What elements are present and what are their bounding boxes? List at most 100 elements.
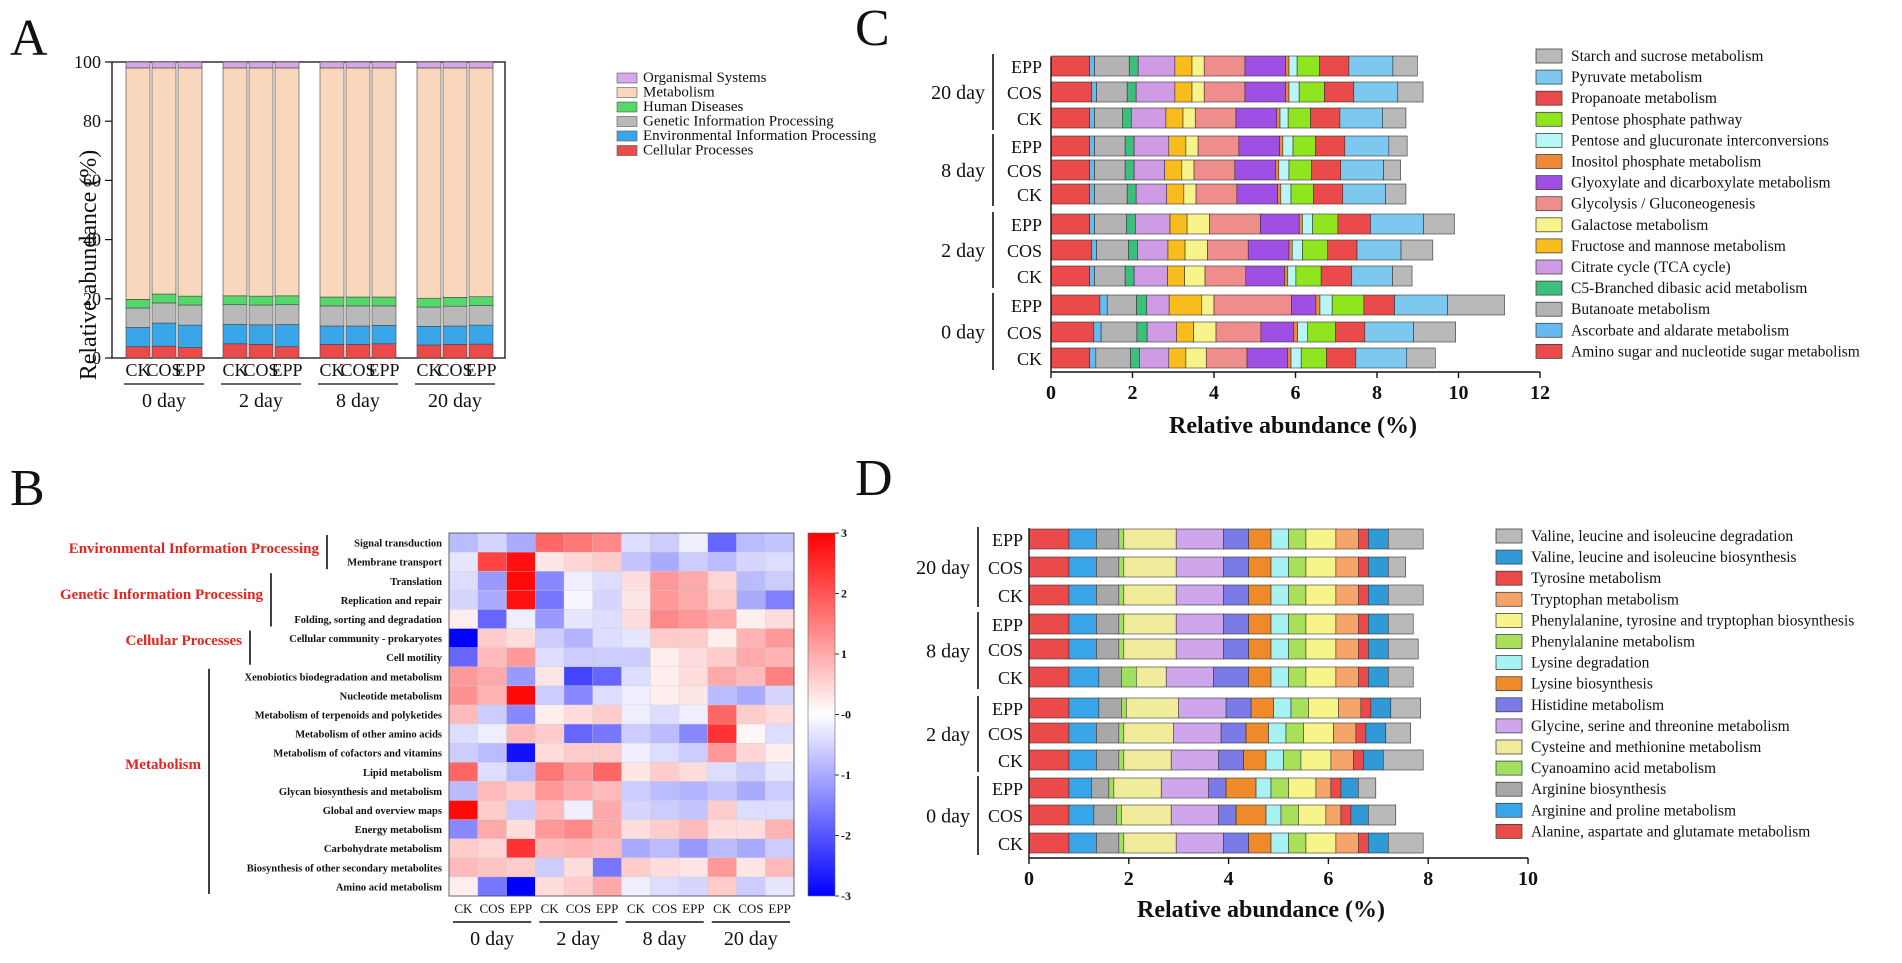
panel-b-heatmap-cell xyxy=(535,647,565,668)
panel_d-bar-segment xyxy=(1118,749,1125,771)
panel-b-heatmap-cell xyxy=(563,532,594,553)
panel-b-heatmap-cell xyxy=(621,876,651,897)
panel_c-bar-segment xyxy=(1091,81,1097,103)
panel_c-bar-segment xyxy=(1356,239,1402,261)
panel_c-bar-segment xyxy=(1302,213,1313,235)
panel_d-bar-segment xyxy=(1068,804,1095,826)
panel_c-bar-segment xyxy=(1288,239,1293,261)
panel-a-bar-segment xyxy=(125,346,151,359)
panel_c-legend-swatch xyxy=(1535,217,1563,233)
panel_c-legend-label: Propanoate metabolism xyxy=(1571,90,1717,107)
panel-b-heatmap-cell xyxy=(477,666,507,687)
panel_c-bar-segment xyxy=(1050,265,1091,287)
panel-b-heatmap-cell xyxy=(563,666,594,687)
panel_d-bar-segment xyxy=(1121,697,1127,719)
panel-a-bar-segment xyxy=(319,305,345,327)
panel-b-column-label: EPP xyxy=(510,901,532,916)
panel-b-heatmap-cell xyxy=(477,647,507,668)
panel-b-heatmap-cell xyxy=(678,762,709,782)
panel_d-bar-segment xyxy=(1335,528,1359,550)
panel-a-bar-segment xyxy=(177,295,203,306)
panel_c-legend-swatch xyxy=(1535,301,1563,317)
panel-a-legend-label: Environmental Information Processing xyxy=(643,128,877,144)
panel_c-bar-segment xyxy=(1296,55,1320,77)
panel_d-bar-segment xyxy=(1335,556,1359,578)
panel_c-category-label: COS xyxy=(1007,161,1042,181)
panel-b-heatmap-cell xyxy=(765,628,795,649)
panel_c-group-label: 0 day xyxy=(941,322,985,344)
panel-b-heatmap-cell xyxy=(678,551,709,572)
panel_c-bar-segment xyxy=(1331,294,1365,316)
panel-b-heatmap-cell xyxy=(736,704,766,725)
panel_c-bar-segment xyxy=(1094,107,1123,129)
panel-a-ytick-label: 60 xyxy=(83,170,101,190)
panel_c-bar-segment xyxy=(1397,81,1424,103)
panel-b-heatmap-cell xyxy=(535,704,565,725)
panel-b-row-label: Replication and repair xyxy=(341,596,443,607)
panel_d-legend-swatch xyxy=(1495,655,1523,670)
panel_c-legend-swatch xyxy=(1535,280,1563,296)
panel-b-category-label: Genetic Information Processing xyxy=(60,587,264,603)
panel_d-bar-segment xyxy=(1123,528,1177,550)
panel-b-colorbar-label: -3 xyxy=(841,889,851,903)
panel_c-legend-swatch xyxy=(1535,90,1563,106)
panel-b-heatmap-cell xyxy=(650,838,680,859)
panel_c-bar-segment xyxy=(1050,159,1091,181)
panel_c-bar-segment xyxy=(1167,265,1185,287)
panel_c-category-label: CK xyxy=(1017,109,1042,129)
panel_c-bar-segment xyxy=(1307,321,1336,343)
panel_c-bar-segment xyxy=(1319,55,1350,77)
panel_c-bar-segment xyxy=(1182,107,1196,129)
panel-b-heatmap-cell xyxy=(535,723,565,744)
panel_c-bar-segment xyxy=(1285,81,1290,103)
panel_c-bar-segment xyxy=(1203,55,1246,77)
panel-b-heatmap-cell xyxy=(621,742,651,763)
panel-a-bar-segment xyxy=(222,343,248,359)
panel-b-heatmap-cell xyxy=(650,666,680,687)
panel_c-legend-swatch xyxy=(1535,259,1563,275)
panel-a-bar-segment xyxy=(319,67,345,298)
panel_d-bar-segment xyxy=(1360,697,1372,719)
panel_c-bar-segment xyxy=(1099,294,1108,316)
panel-a-bar-segment xyxy=(345,61,371,69)
panel_d-legend-swatch xyxy=(1495,760,1523,776)
panel-b-colorbar-label: 2 xyxy=(841,587,847,601)
panel_d-bar-segment xyxy=(1225,697,1252,719)
panel_c-bar-segment xyxy=(1287,107,1311,129)
panel_c-bar-segment xyxy=(1244,55,1287,77)
panel_c-bar-segment xyxy=(1050,294,1101,316)
panel-b-heatmap-cell xyxy=(592,800,622,821)
panel_d-bar-segment xyxy=(1068,697,1100,719)
panel-a-bar-segment xyxy=(468,305,494,326)
panel_d-legend-label: Valine, leucine and isoleucine biosynthe… xyxy=(1531,549,1797,566)
panel_c-bar-segment xyxy=(1174,81,1193,103)
panel-a-bar-segment xyxy=(442,67,468,298)
panel_c-bar-segment xyxy=(1315,135,1346,157)
panel-a-ylabel: Relative abundance (%) xyxy=(76,150,102,381)
panel_d-bar-segment xyxy=(1123,749,1172,771)
panel-b-heatmap-cell xyxy=(765,762,795,782)
panel-a-bar-segment xyxy=(274,295,300,306)
panel-b-heatmap-cell xyxy=(707,762,737,782)
panel_d-bar-segment xyxy=(1368,804,1397,826)
panel-b-column-label: EPP xyxy=(768,901,790,916)
panel-b-heatmap-cell xyxy=(506,666,536,687)
panel_c-xtick-label: 2 xyxy=(1128,382,1138,404)
panel-c-chart: Relative abundance (%) EPP COS CK EPP COS CK E… xyxy=(931,48,1860,439)
panel-a-bar-segment xyxy=(416,297,442,308)
panel_d-bar-segment xyxy=(1288,613,1307,635)
panel-b-heatmap-cell xyxy=(765,590,795,610)
panel-b-heatmap-cell xyxy=(678,876,709,897)
panel-b-row-label: Global and overview maps xyxy=(323,806,442,817)
panel-b-heatmap-cell xyxy=(535,838,565,859)
panel_c-legend-label: Galactose metabolism xyxy=(1571,217,1708,234)
panel_d-bar-segment xyxy=(1028,638,1070,660)
panel-b-heatmap-cell xyxy=(448,628,479,649)
panel_c-legend-label: Fructose and mannose metabolism xyxy=(1571,238,1786,255)
panel_c-bar-segment xyxy=(1320,265,1353,287)
panel-letter-a: A xyxy=(10,10,48,67)
panel_d-bar-segment xyxy=(1270,613,1289,635)
panel_c-bar-segment xyxy=(1095,347,1131,369)
panel_c-bar-segment xyxy=(1302,239,1328,261)
panel_c-xtick-label: 6 xyxy=(1291,382,1301,404)
